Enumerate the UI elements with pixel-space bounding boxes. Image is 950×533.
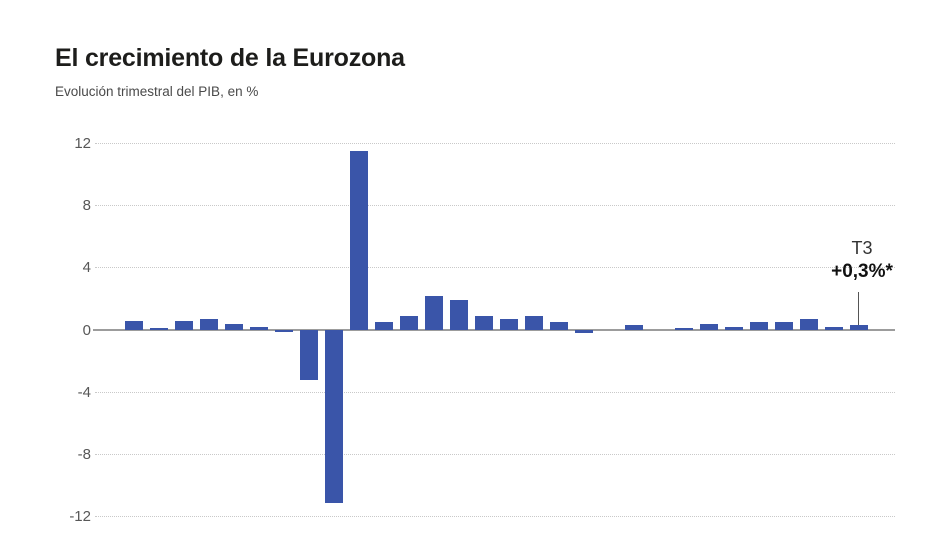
annotation-quarter-label: T3 bbox=[851, 238, 873, 258]
gridline--4 bbox=[95, 391, 895, 393]
chart-title: El crecimiento de la Eurozona bbox=[55, 44, 405, 72]
bar-quarter-3 bbox=[175, 320, 193, 330]
bar-quarter-1 bbox=[125, 320, 143, 330]
bar-quarter-26 bbox=[750, 322, 768, 330]
bar-quarter-8 bbox=[300, 330, 318, 380]
bar-quarter-17 bbox=[525, 315, 543, 330]
chart-subtitle: Evolución trimestral del PIB, en % bbox=[55, 84, 259, 99]
annotation-value-label: +0,3%* bbox=[831, 260, 893, 282]
bar-quarter-29 bbox=[825, 326, 843, 330]
bar-quarter-30 bbox=[850, 325, 868, 330]
last-bar-annotation: T3 +0,3%* bbox=[797, 238, 927, 283]
bar-quarter-25 bbox=[725, 326, 743, 330]
bar-quarter-5 bbox=[225, 323, 243, 330]
gridline-4 bbox=[95, 267, 895, 269]
y-axis-tick-label: 8 bbox=[82, 196, 91, 214]
y-axis-tick-label: 12 bbox=[74, 134, 91, 152]
bar-quarter-15 bbox=[475, 315, 493, 330]
y-axis-tick-label: 4 bbox=[82, 259, 91, 277]
bar-quarter-9 bbox=[325, 330, 343, 503]
bar-quarter-12 bbox=[400, 315, 418, 330]
gridline--12 bbox=[95, 516, 895, 518]
bar-quarter-18 bbox=[550, 322, 568, 330]
y-axis-tick-label: -4 bbox=[77, 383, 91, 401]
bar-quarter-6 bbox=[250, 326, 268, 330]
bar-quarter-11 bbox=[375, 322, 393, 330]
y-axis-tick-label: 0 bbox=[82, 321, 91, 339]
zero-axis-line bbox=[93, 329, 895, 331]
gridline--8 bbox=[95, 454, 895, 456]
bar-quarter-4 bbox=[200, 319, 218, 330]
y-axis-tick-label: -8 bbox=[77, 446, 91, 464]
bar-quarter-19 bbox=[575, 330, 593, 334]
bar-quarter-24 bbox=[700, 323, 718, 330]
gridline-8 bbox=[95, 204, 895, 206]
y-axis-tick-label: -12 bbox=[69, 508, 91, 526]
bar-quarter-2 bbox=[150, 328, 168, 330]
bar-quarter-28 bbox=[800, 319, 818, 330]
bar-quarter-14 bbox=[450, 300, 468, 330]
bar-quarter-13 bbox=[425, 295, 443, 330]
bar-quarter-27 bbox=[775, 322, 793, 330]
bar-quarter-7 bbox=[275, 330, 293, 332]
gridline-12 bbox=[95, 142, 895, 144]
annotation-pointer-line bbox=[858, 292, 859, 325]
bar-quarter-21 bbox=[625, 325, 643, 330]
bar-quarter-10 bbox=[350, 150, 368, 330]
bar-quarter-23 bbox=[675, 328, 693, 330]
bar-quarter-16 bbox=[500, 319, 518, 330]
